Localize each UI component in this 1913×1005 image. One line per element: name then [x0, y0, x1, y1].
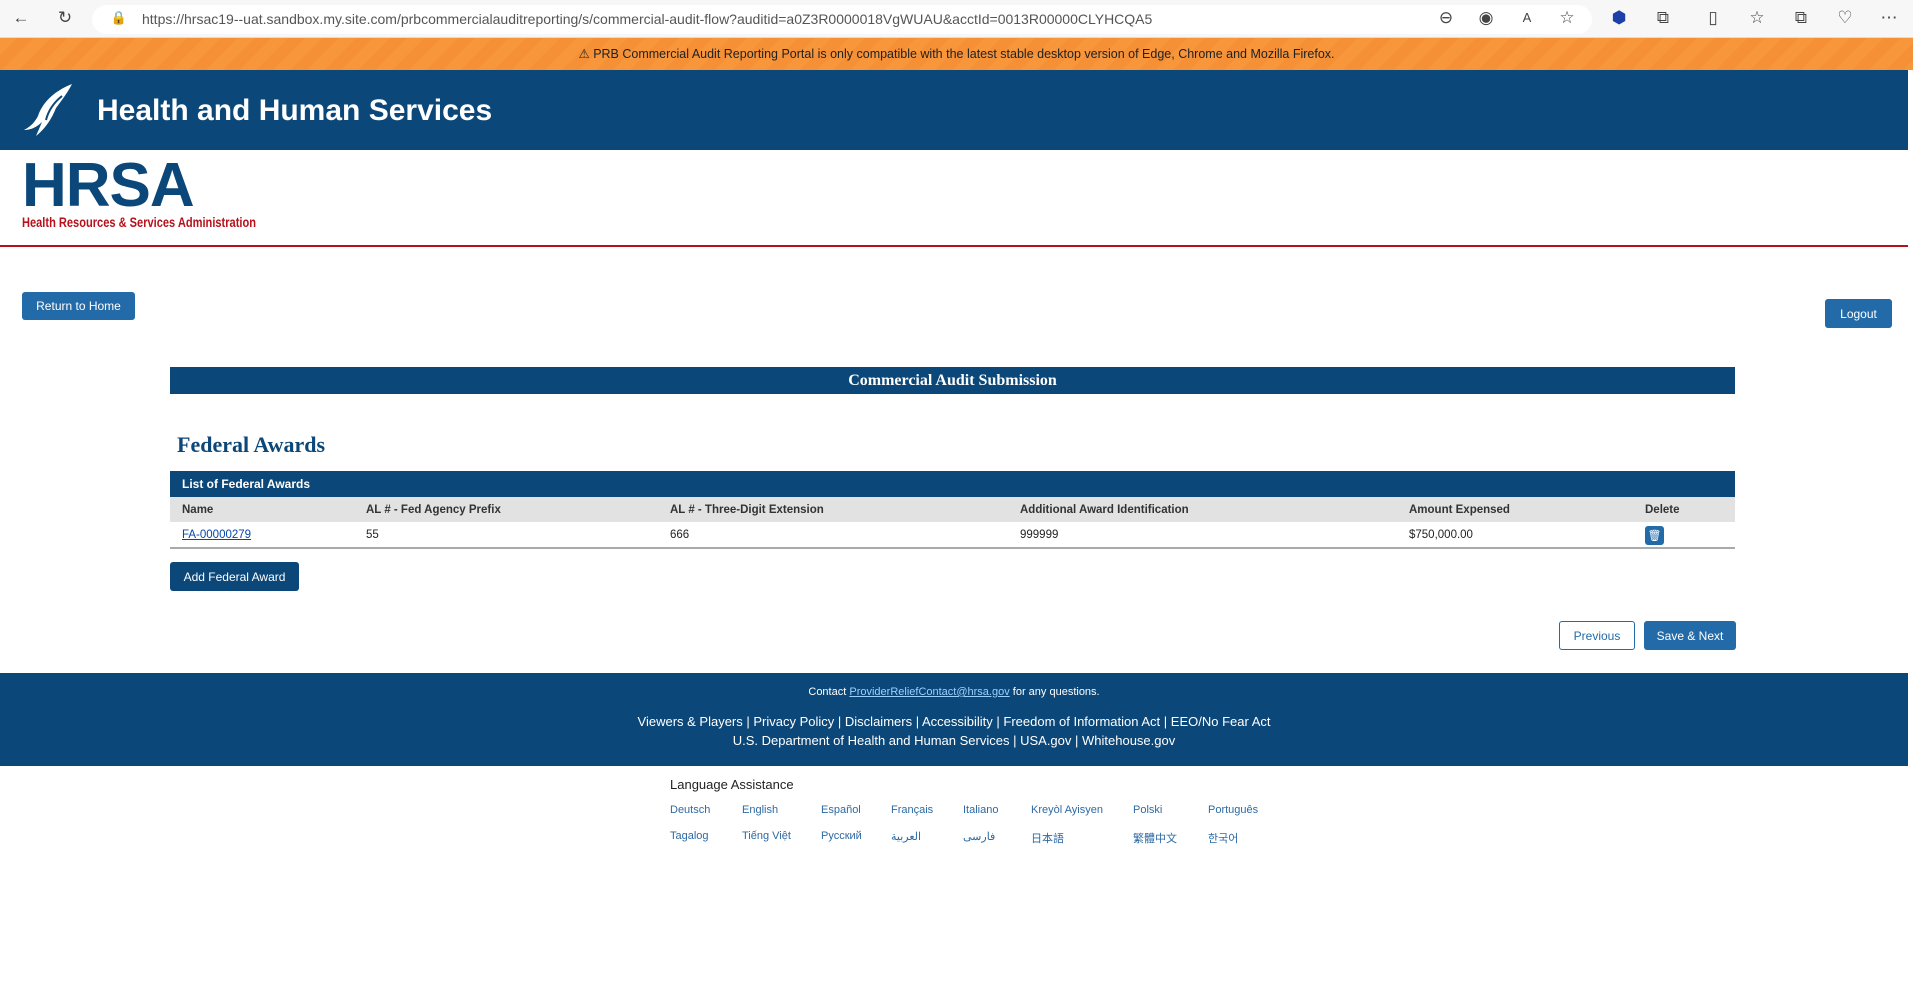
favorites-icon[interactable]: ☆	[1749, 8, 1765, 27]
favorite-star-icon[interactable]: ☆	[1559, 8, 1575, 27]
page-heading: Federal Awards	[177, 432, 326, 457]
language-link[interactable]: Deutsch	[670, 804, 711, 816]
language-link[interactable]: 繁體中文	[1133, 833, 1177, 845]
hhs-title: Health and Human Services	[97, 94, 493, 127]
hrsa-logo[interactable]: HRSA Health Resources & Services Adminis…	[22, 151, 307, 231]
add-federal-award-button[interactable]: Add Federal Award	[170, 562, 299, 591]
footer-links-row2: U.S. Department of Health and Human Serv…	[732, 733, 1176, 748]
compatibility-banner: ⚠ PRB Commercial Audit Reporting Portal …	[0, 38, 1913, 70]
lock-icon[interactable]: 🔒	[110, 10, 128, 25]
delete-button[interactable]: 🗑	[1645, 526, 1664, 545]
footer-link[interactable]: Freedom of Information Act	[1003, 714, 1161, 729]
browser-toolbar: ← ↻ 🔒 https://hrsac19--uat.sandbox.my.si…	[0, 0, 1913, 38]
footer-link[interactable]: Privacy Policy	[753, 714, 835, 729]
language-link[interactable]: فارسی	[963, 831, 996, 843]
url-text[interactable]: https://hrsac19--uat.sandbox.my.site.com…	[142, 11, 1153, 27]
hhs-eagle-logo	[24, 84, 72, 136]
warning-icon: ⚠	[578, 47, 590, 61]
list-title: List of Federal Awards	[170, 471, 1735, 497]
language-link[interactable]: Tagalog	[670, 830, 709, 842]
language-link[interactable]: Español	[821, 804, 861, 816]
contact-post: for any questions.	[1012, 686, 1100, 698]
more-icon[interactable]: ⋯	[1880, 8, 1898, 27]
divider	[0, 245, 1908, 247]
amount-cell: $750,000.00	[1409, 529, 1473, 541]
reload-icon[interactable]: ↻	[57, 8, 73, 27]
footer-link[interactable]: Disclaimers	[844, 714, 913, 729]
zoom-icon[interactable]: ⊖	[1438, 8, 1454, 27]
language-link[interactable]: Русский	[821, 830, 862, 842]
footer-links-row1: Viewers & Players | Privacy Policy | Dis…	[637, 714, 1271, 729]
extension-cell: 666	[670, 529, 690, 541]
column-header: AL # - Three-Digit Extension	[670, 504, 824, 516]
logout-button[interactable]: Logout	[1825, 299, 1892, 328]
previous-button[interactable]: Previous	[1559, 621, 1635, 650]
extensions-icon[interactable]: ⧉	[1656, 8, 1670, 27]
contact-pre: Contact	[808, 686, 847, 698]
language-title: Language Assistance	[670, 777, 794, 792]
column-header: Additional Award Identification	[1020, 504, 1189, 516]
prefix-cell: 55	[366, 529, 379, 541]
footer-link[interactable]: Viewers & Players	[637, 714, 743, 729]
language-link[interactable]: 한국어	[1208, 833, 1239, 845]
column-header: Amount Expensed	[1409, 504, 1510, 516]
footer: Contact ProviderReliefContact@hrsa.gov f…	[0, 673, 1908, 766]
trash-icon: 🗑	[1647, 530, 1662, 542]
language-link[interactable]: Tiếng Việt	[742, 830, 791, 842]
tracking-icon[interactable]: ◉	[1478, 8, 1494, 27]
banner-text: PRB Commercial Audit Reporting Portal is…	[593, 47, 1335, 61]
table-header: Name AL # - Fed Agency Prefix AL # - Thr…	[170, 497, 1735, 522]
address-bar[interactable]	[92, 5, 1592, 34]
language-link[interactable]: Français	[891, 804, 934, 816]
footer-link[interactable]: USA.gov	[1020, 733, 1072, 748]
footer-link[interactable]: U.S. Department of Health and Human Serv…	[732, 733, 1010, 748]
footer-link[interactable]: Whitehouse.gov	[1082, 733, 1176, 748]
split-screen-icon[interactable]: ▯	[1708, 8, 1718, 27]
extension-icon[interactable]: ⬢	[1611, 8, 1627, 27]
save-next-button[interactable]: Save & Next	[1644, 621, 1736, 650]
contact-email-link[interactable]: ProviderReliefContact@hrsa.gov	[849, 686, 1010, 698]
section-title: Commercial Audit Submission	[170, 367, 1735, 394]
hrsa-logo-text: HRSA	[22, 151, 195, 220]
footer-link[interactable]: Accessibility	[921, 714, 993, 729]
language-link[interactable]: Kreyòl Ayisyen	[1031, 804, 1103, 816]
footer-link[interactable]: EEO/No Fear Act	[1170, 714, 1271, 729]
table-row: FA-00000279 55 666 999999 $750,000.00 🗑	[170, 522, 1735, 549]
hrsa-logo-subtitle: Health Resources & Services Administrati…	[22, 215, 256, 230]
award-link[interactable]: FA-00000279	[182, 529, 252, 541]
contact-line: Contact ProviderReliefContact@hrsa.gov f…	[0, 686, 1908, 698]
language-link[interactable]: 日本語	[1031, 833, 1064, 845]
hhs-header: Health and Human Services	[0, 70, 1908, 150]
language-link[interactable]: Português	[1208, 804, 1259, 816]
column-header: Name	[182, 504, 214, 516]
read-aloud-icon[interactable]: A	[1522, 10, 1532, 25]
back-icon[interactable]: ←	[12, 8, 30, 27]
additional-id-cell: 999999	[1020, 529, 1059, 541]
column-header: AL # - Fed Agency Prefix	[366, 504, 501, 516]
collections-icon[interactable]: ⧉	[1794, 8, 1808, 27]
language-link[interactable]: English	[742, 804, 779, 816]
language-assistance: Language Assistance Deutsch English Españo…	[670, 777, 1258, 845]
column-header: Delete	[1645, 504, 1680, 516]
language-link[interactable]: Polski	[1133, 804, 1163, 816]
language-link[interactable]: العربية	[891, 831, 922, 843]
language-link[interactable]: Italiano	[963, 804, 999, 816]
return-home-button[interactable]: Return to Home	[22, 292, 135, 320]
health-icon[interactable]: ♡	[1837, 8, 1853, 27]
